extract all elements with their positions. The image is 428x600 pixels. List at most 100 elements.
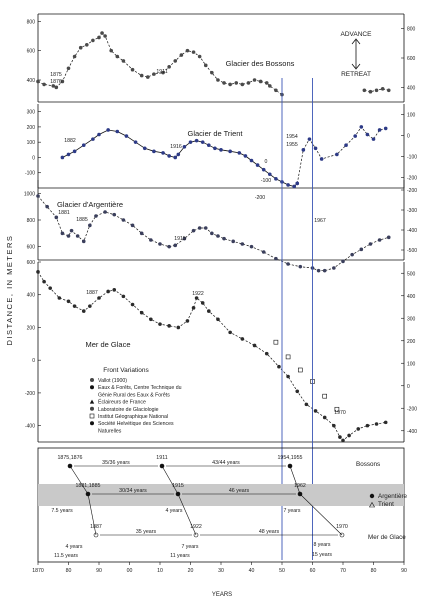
data-point	[219, 148, 223, 152]
data-point	[121, 294, 126, 299]
data-point	[185, 48, 190, 53]
left-tick-label: 100	[27, 140, 36, 146]
timeline-gap-label: 4 years	[165, 508, 182, 514]
timeline-connector	[299, 493, 343, 536]
data-point	[255, 163, 260, 167]
data-point	[316, 268, 321, 273]
data-point	[197, 54, 202, 59]
data-point	[374, 88, 379, 93]
timeline-glacier-label: Bossons	[356, 461, 380, 468]
legend-entry-label: Société Helvétique des Sciences	[98, 421, 174, 427]
left-tick-label: 0	[32, 358, 35, 364]
right-tick-label: -300	[407, 208, 417, 214]
data-point	[307, 137, 312, 141]
data-point	[274, 177, 278, 181]
timeline-interval-label: 46 years	[229, 488, 250, 494]
x-tick-label: 70	[340, 568, 346, 574]
annotation: 0	[265, 159, 268, 165]
annotation: -200	[255, 195, 265, 201]
data-point	[213, 146, 217, 151]
x-tick-label: 50	[279, 568, 285, 574]
x-tick-label: 60	[310, 568, 316, 574]
annotation: -100	[261, 178, 271, 184]
data-point	[362, 88, 367, 93]
data-point	[234, 81, 239, 85]
panel-1: -100 0 100 200 300 -200 -100 0 100 Glacier de Tri…	[25, 104, 417, 201]
timeline-event-year: 1922	[190, 524, 202, 530]
data-point	[66, 234, 71, 238]
data-point	[115, 54, 120, 59]
left-tick-label: 1000	[24, 191, 35, 197]
left-tick-label: 200	[27, 325, 36, 331]
data-point	[365, 423, 370, 428]
right-tick-label: 400	[407, 294, 416, 300]
left-tick-label: -100	[25, 171, 35, 177]
data-point	[72, 149, 77, 154]
left-tick-label: 300	[27, 110, 36, 116]
data-point	[252, 78, 257, 82]
x-tick-label: 80	[371, 568, 377, 574]
timeline-gap-label: 7.5 years	[51, 508, 73, 514]
data-point	[274, 88, 278, 93]
data-point	[115, 129, 120, 134]
data-point	[298, 264, 303, 269]
data-point	[60, 231, 65, 236]
data-point	[240, 242, 245, 246]
panel-title: Glacier d'Argentière	[57, 200, 123, 209]
legend-marker-circle	[90, 406, 94, 411]
legend-entry-label: Éclaireurs de France	[98, 399, 146, 406]
data-point	[97, 132, 101, 137]
timeline-connector	[161, 465, 179, 495]
annotation: 1967	[314, 218, 326, 224]
timeline-glacier-label: Mer de Glace	[368, 534, 406, 541]
right-tick-label: 200	[407, 339, 416, 345]
data-point	[277, 364, 281, 369]
series-continuation	[296, 126, 386, 184]
timeline-gap-label: 11.5 years	[54, 553, 78, 559]
legend-marker-circle	[90, 421, 94, 426]
timeline-event-year: 1954,1955	[277, 455, 302, 461]
annotation: 1916	[170, 144, 182, 150]
data-point	[121, 59, 126, 63]
legend-title: Front Variations	[103, 367, 149, 374]
data-point	[356, 427, 361, 431]
timeline-event-year: 1881,1885	[75, 483, 100, 489]
data-point	[60, 155, 65, 160]
timeline-connector	[289, 465, 301, 495]
data-point	[167, 244, 171, 249]
data-point	[210, 70, 214, 75]
data-point	[207, 143, 211, 148]
right-tick-label: -400	[407, 228, 417, 234]
data-point	[386, 235, 391, 240]
data-point	[386, 88, 391, 93]
data-point	[264, 351, 269, 356]
left-tick-label: 400	[27, 293, 36, 299]
data-point	[182, 144, 187, 149]
data-point	[371, 137, 376, 141]
data-point	[106, 128, 110, 132]
data-point	[252, 343, 257, 348]
data-point	[142, 146, 147, 151]
data-point	[304, 402, 309, 407]
right-tick-label: -200	[407, 176, 417, 182]
data-point	[191, 306, 196, 310]
timeline-interval-label: 35 years	[136, 529, 157, 535]
data-point	[332, 423, 336, 428]
data-point	[264, 81, 269, 85]
legend-marker-square	[89, 413, 95, 419]
panel-title: Mer de Glace	[85, 340, 130, 349]
data-point	[42, 82, 46, 87]
data-point	[88, 304, 92, 308]
data-point-square	[322, 393, 328, 399]
panel-2: 600 800 1000 -500 -400 -300 -200 Glacier d'Arge…	[24, 180, 417, 273]
data-point	[344, 143, 348, 148]
data-point	[350, 252, 354, 257]
data-point	[301, 148, 306, 152]
data-point	[292, 184, 297, 189]
data-point	[261, 250, 266, 254]
data-point	[231, 239, 235, 244]
left-tick-label: -400	[25, 424, 35, 430]
annotation: 1970	[334, 410, 346, 416]
data-point	[185, 319, 190, 323]
